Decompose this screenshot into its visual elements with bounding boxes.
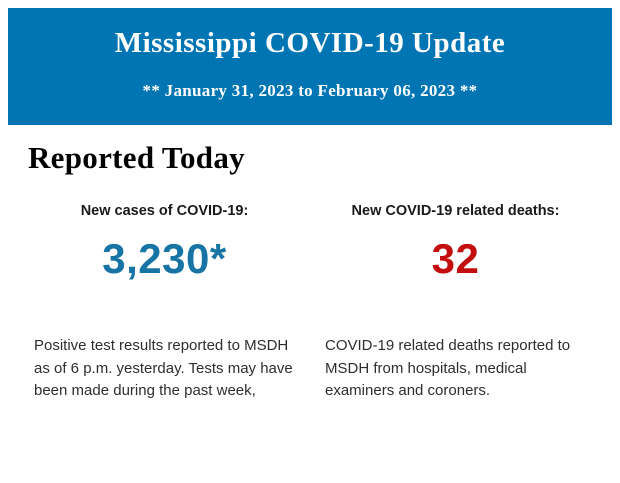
stats-row: New cases of COVID-19: 3,230* Positive t… — [28, 203, 592, 403]
header-banner: Mississippi COVID-19 Update ** January 3… — [8, 8, 612, 125]
reported-today-heading: Reported Today — [28, 140, 245, 175]
stat-card-new-deaths: New COVID-19 related deaths: 32 COVID-19… — [319, 203, 592, 403]
new-cases-label: New cases of COVID-19: — [80, 203, 249, 219]
new-deaths-description: COVID-19 related deaths reported to MSDH… — [325, 337, 571, 399]
stat-card-new-cases: New cases of COVID-19: 3,230* Positive t… — [28, 203, 301, 403]
new-cases-value: 3,230* — [102, 235, 227, 282]
new-deaths-value: 32 — [431, 235, 480, 282]
page-title: Mississippi COVID-19 Update — [114, 27, 506, 59]
new-cases-description: Positive test results reported to MSDH a… — [34, 337, 293, 399]
new-deaths-label: New COVID-19 related deaths: — [351, 203, 560, 219]
date-range-subtitle: ** January 31, 2023 to February 06, 2023… — [142, 81, 478, 100]
